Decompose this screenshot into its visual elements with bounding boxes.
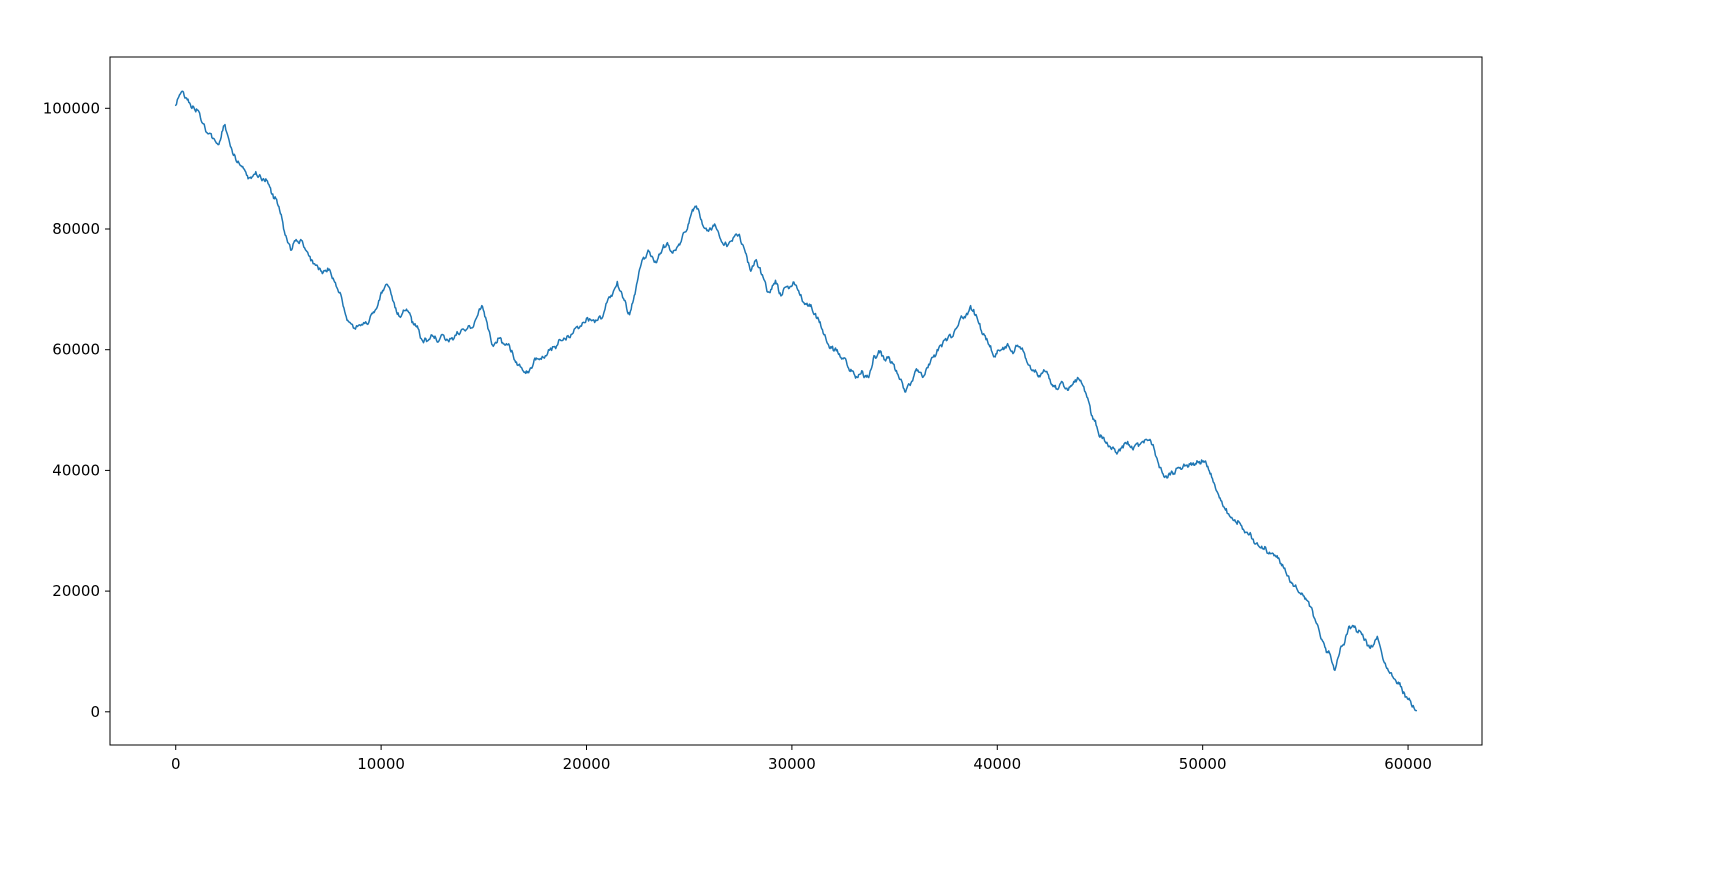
y-tick-label: 80000 bbox=[52, 220, 100, 238]
x-tick-label: 0 bbox=[171, 755, 181, 773]
series-line bbox=[174, 90, 1418, 712]
x-tick-label: 30000 bbox=[768, 755, 816, 773]
y-tick-label: 100000 bbox=[43, 99, 100, 117]
x-tick-label: 50000 bbox=[1179, 755, 1227, 773]
x-tick-label: 10000 bbox=[357, 755, 405, 773]
x-tick-label: 20000 bbox=[563, 755, 611, 773]
y-tick-label: 40000 bbox=[52, 461, 100, 479]
y-tick-label: 60000 bbox=[52, 341, 100, 359]
x-tick-label: 60000 bbox=[1384, 755, 1432, 773]
y-tick-label: 20000 bbox=[52, 582, 100, 600]
y-tick-label: 0 bbox=[90, 703, 100, 721]
x-tick-label: 40000 bbox=[973, 755, 1021, 773]
axes-frame bbox=[109, 56, 1483, 746]
